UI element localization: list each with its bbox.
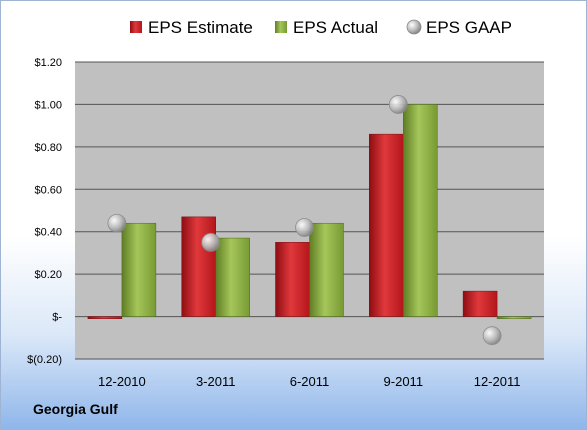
y-tick-label: $0.60: [34, 184, 62, 196]
x-category-label: 12-2010: [98, 374, 146, 389]
plot-area: $1.20 $1.00 $0.80 $0.60 $0.40 $0.20 $- $(0.20) 1…: [27, 57, 544, 389]
legend: EPS Estimate EPS Actual EPS GAAP: [130, 18, 512, 37]
y-tick-label: $(0.20): [27, 354, 62, 366]
bar-eps-actual-6-2011: [309, 222, 344, 317]
bar-eps-actual-12-2011: [496, 316, 532, 319]
bar-eps-estimate-12-2011: [462, 290, 498, 317]
legend-label-0: EPS Estimate: [148, 18, 253, 37]
bar-eps-estimate-9-2011: [369, 133, 404, 317]
bar-eps-actual-3-2011: [215, 237, 250, 317]
legend-swatch-0: [130, 21, 142, 33]
marker-eps-gaap-12-2010: [107, 213, 127, 233]
company-label: Georgia Gulf: [33, 401, 118, 417]
marker-eps-gaap-6-2011: [295, 218, 314, 237]
y-tick-label: $0.40: [34, 227, 62, 239]
bar-eps-estimate-6-2011: [275, 242, 310, 317]
x-category-label: 3-2011: [196, 374, 236, 389]
y-tick-label: $0.80: [34, 142, 62, 154]
y-tick-label: $0.20: [34, 269, 62, 281]
y-tick-label: $1.20: [34, 57, 62, 69]
legend-label-2: EPS GAAP: [426, 18, 512, 37]
x-category-label: 6-2011: [290, 374, 330, 389]
x-category-label: 12-2011: [474, 374, 521, 389]
y-tick-label: $1.00: [34, 99, 62, 111]
marker-eps-gaap-9-2011: [388, 95, 408, 114]
bar-eps-estimate-12-2010: [87, 316, 123, 319]
legend-swatch-1: [275, 21, 287, 33]
bar-eps-estimate-3-2011: [181, 216, 216, 317]
legend-label-1: EPS Actual: [293, 18, 378, 37]
y-tick-label: $-: [52, 312, 62, 324]
x-category-label: 9-2011: [384, 374, 424, 389]
marker-eps-gaap-12-2011: [482, 326, 502, 346]
bar-eps-actual-12-2010: [121, 222, 157, 317]
legend-swatch-2: [406, 19, 422, 35]
marker-eps-gaap-3-2011: [201, 232, 221, 252]
bar-eps-actual-9-2011: [403, 104, 438, 317]
